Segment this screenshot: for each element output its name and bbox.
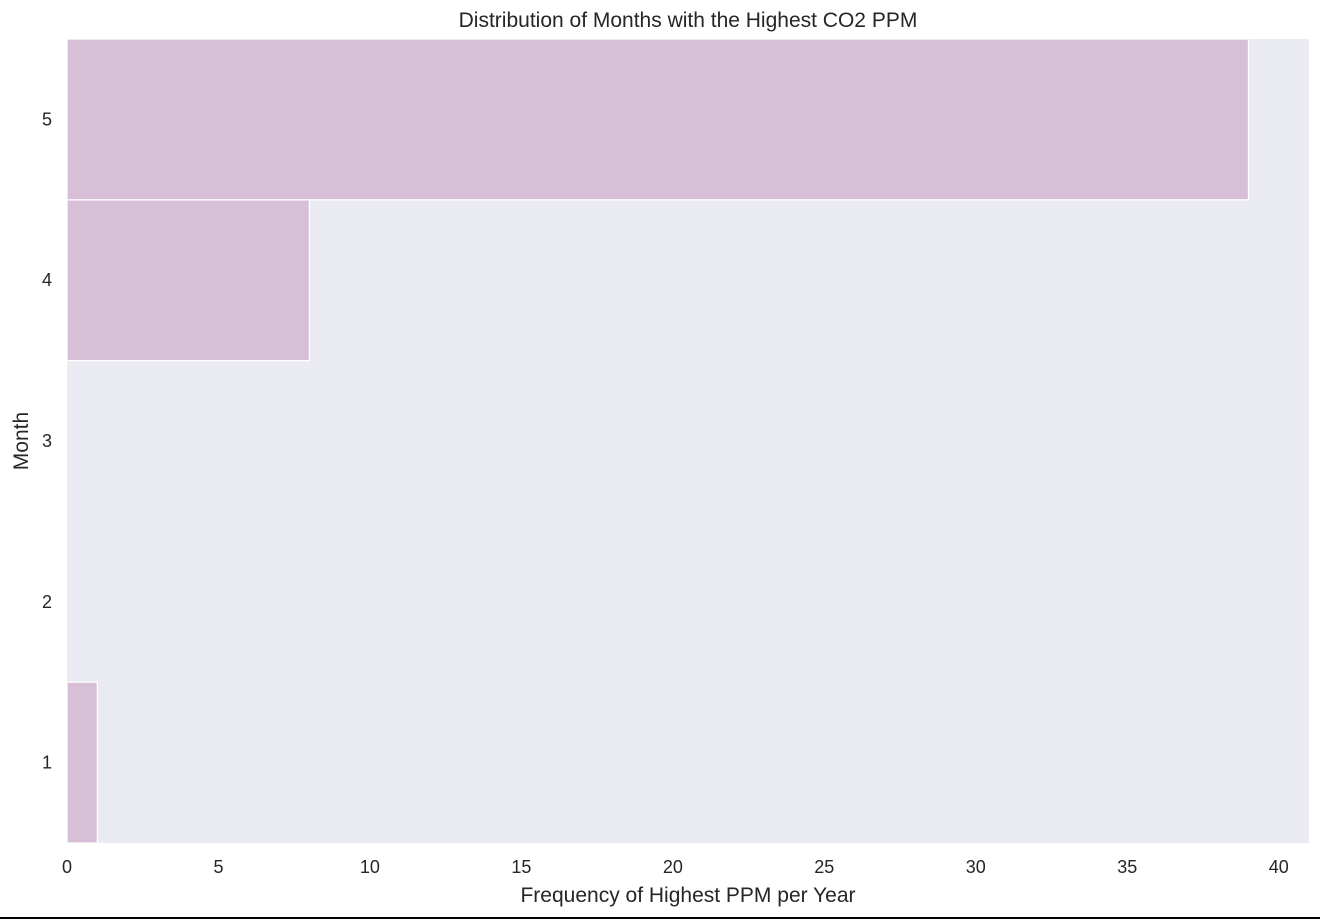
x-tick-label: 30 [966, 857, 986, 877]
bars-group [66, 38, 1250, 844]
x-tick-label: 40 [1269, 857, 1289, 877]
y-tick-label: 4 [42, 270, 52, 290]
bar-month-4 [66, 199, 310, 362]
bar-month-5 [66, 38, 1250, 201]
x-tick-label: 25 [814, 857, 834, 877]
bottom-border [0, 917, 1320, 919]
y-tick-label: 5 [42, 109, 52, 129]
y-axis-label: Month [10, 412, 33, 470]
bar-month-1 [66, 681, 98, 844]
y-axis-ticks: 1 2 3 4 5 [42, 109, 52, 772]
x-axis-label: Frequency of Highest PPM per Year [520, 884, 855, 907]
y-tick-label: 2 [42, 592, 52, 612]
x-tick-label: 15 [511, 857, 531, 877]
y-tick-label: 3 [42, 431, 52, 451]
x-tick-label: 35 [1117, 857, 1137, 877]
x-tick-label: 0 [62, 857, 72, 877]
chart-title: Distribution of Months with the Highest … [459, 9, 918, 32]
y-tick-label: 1 [42, 753, 52, 773]
x-tick-label: 20 [663, 857, 683, 877]
x-tick-label: 10 [360, 857, 380, 877]
x-tick-label: 5 [213, 857, 223, 877]
x-axis-ticks: 0 5 10 15 20 25 30 35 40 [62, 857, 1289, 877]
